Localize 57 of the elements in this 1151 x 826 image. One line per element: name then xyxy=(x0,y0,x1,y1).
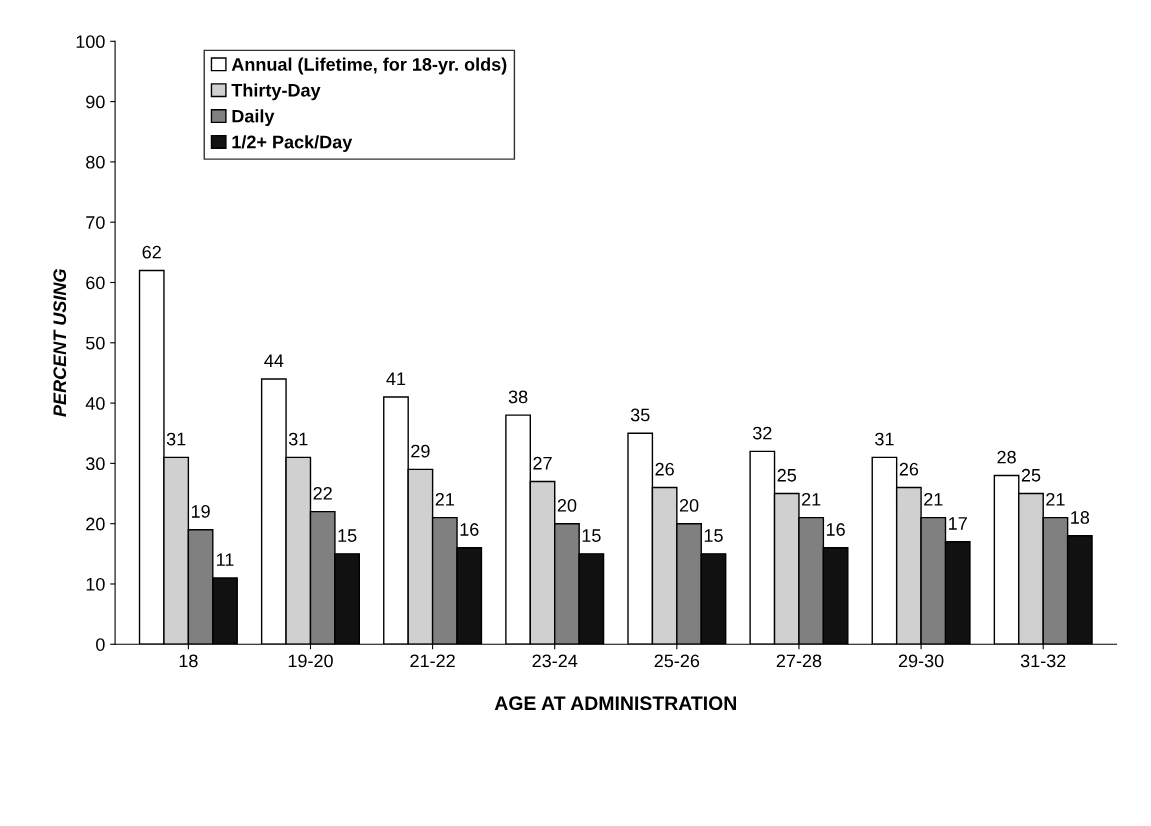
data-label: 62 xyxy=(142,245,161,259)
data-label: 27 xyxy=(533,456,552,470)
y-tick-label: 60 xyxy=(86,276,105,290)
data-label: 29 xyxy=(411,444,430,458)
data-label: 21 xyxy=(802,492,821,506)
data-label: 26 xyxy=(899,462,919,476)
y-tick-label: 0 xyxy=(96,638,105,651)
y-tick-label: 100 xyxy=(76,35,105,49)
x-tick-label: 19-20 xyxy=(288,654,333,668)
data-label: 15 xyxy=(582,529,601,542)
data-label: 35 xyxy=(630,408,650,422)
data-label: 32 xyxy=(752,426,772,440)
legend-label: 1/2+ Pack/Day xyxy=(232,135,353,152)
x-tick-label: 29-30 xyxy=(898,654,944,668)
data-label: 17 xyxy=(949,517,967,530)
data-label: 44 xyxy=(264,354,284,367)
y-tick-label: 80 xyxy=(86,155,105,169)
data-label: 31 xyxy=(288,432,308,446)
legend-label: Daily xyxy=(232,109,275,127)
y-tick-label: 20 xyxy=(86,517,105,531)
y-axis-title: PERCENT USING xyxy=(53,269,67,417)
data-label: 26 xyxy=(655,462,674,476)
y-tick-label: 10 xyxy=(86,577,105,591)
data-label: 15 xyxy=(704,529,723,542)
y-tick-label: 70 xyxy=(86,216,105,229)
data-label: 19 xyxy=(191,505,210,518)
x-tick-label: 21-22 xyxy=(410,654,455,668)
legend-label: Annual (Lifetime, for 18-yr. olds) xyxy=(231,57,507,75)
data-label: 21 xyxy=(1046,492,1065,506)
data-label: 18 xyxy=(1071,511,1090,524)
data-label: 20 xyxy=(557,499,577,512)
data-label: 25 xyxy=(1021,468,1041,482)
data-label: 38 xyxy=(508,390,528,404)
x-tick-label: 27-28 xyxy=(776,654,822,668)
data-label: 22 xyxy=(313,486,332,500)
data-label: 41 xyxy=(386,372,406,385)
legend-label: Thirty-Day xyxy=(231,83,321,101)
x-axis-title: AGE AT ADMINISTRATION xyxy=(494,696,736,711)
data-label: 31 xyxy=(875,432,894,446)
data-label: 20 xyxy=(679,499,699,512)
data-label: 28 xyxy=(997,450,1016,464)
data-label: 31 xyxy=(166,432,186,446)
data-label: 21 xyxy=(924,492,943,506)
y-tick-label: 90 xyxy=(86,95,105,109)
data-label: 11 xyxy=(217,553,234,566)
data-label: 21 xyxy=(435,492,454,506)
data-label: 16 xyxy=(826,523,845,536)
y-tick-label: 50 xyxy=(86,336,105,350)
x-tick-label: 25-26 xyxy=(654,654,700,668)
x-tick-label: 18 xyxy=(179,654,198,668)
data-label: 16 xyxy=(460,523,479,536)
data-label: 25 xyxy=(777,468,797,482)
x-tick-label: 31-32 xyxy=(1020,654,1066,668)
data-label: 15 xyxy=(338,529,357,542)
x-tick-label: 23-24 xyxy=(532,654,578,668)
y-tick-label: 40 xyxy=(85,397,105,410)
y-tick-label: 30 xyxy=(85,457,105,471)
